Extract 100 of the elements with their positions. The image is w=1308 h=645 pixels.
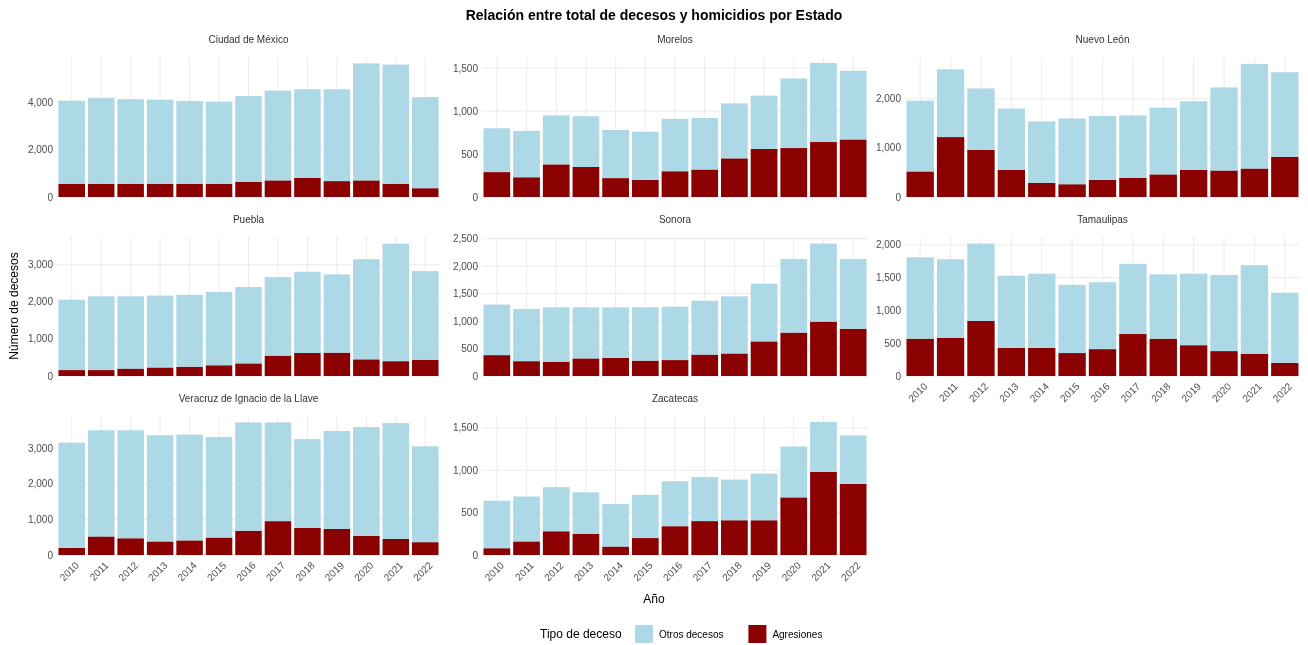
bar xyxy=(382,183,410,197)
bar xyxy=(602,357,629,376)
chart-title: Ciudad de México xyxy=(208,34,289,45)
chart-title: Tamaulipas xyxy=(1077,214,1128,225)
bar xyxy=(542,307,570,362)
bar xyxy=(323,352,351,376)
bar xyxy=(1088,349,1117,376)
y-tick-label: 2,000 xyxy=(875,239,902,251)
bar xyxy=(264,355,292,376)
bar xyxy=(542,487,570,532)
chart-title: Morelos xyxy=(657,34,693,45)
y-tick-label: 500 xyxy=(461,343,479,355)
y-tick-label: 2,000 xyxy=(452,260,479,272)
bar xyxy=(1240,353,1269,376)
bar xyxy=(117,99,144,184)
bar xyxy=(839,70,867,140)
bar xyxy=(661,360,689,376)
chart-title: Puebla xyxy=(232,214,265,225)
bar xyxy=(661,306,689,361)
bar xyxy=(412,542,439,555)
bar xyxy=(661,118,689,172)
bar xyxy=(382,538,410,555)
x-axis-title: Año xyxy=(643,592,665,606)
bar xyxy=(572,358,600,376)
bar xyxy=(412,271,439,360)
bar xyxy=(1058,184,1086,197)
bar xyxy=(602,504,629,547)
bar xyxy=(87,97,115,184)
bar xyxy=(780,258,808,333)
text: Relación entre total de decesos y homicidios por Estado xyxy=(465,7,843,23)
bar xyxy=(264,90,292,181)
bar xyxy=(1210,351,1238,376)
bar xyxy=(631,131,659,180)
bar xyxy=(264,277,292,356)
y-tick-label: 3,000 xyxy=(27,259,54,271)
bar xyxy=(117,183,144,197)
chart-title: Zacatecas xyxy=(651,393,699,404)
bar xyxy=(721,520,748,555)
y-tick-label: 0 xyxy=(47,370,54,382)
bar xyxy=(661,526,689,555)
bar xyxy=(839,435,867,484)
bar xyxy=(967,243,995,321)
bar xyxy=(58,183,85,197)
bar xyxy=(235,287,262,364)
bar xyxy=(631,307,659,361)
bar xyxy=(1271,72,1299,157)
y-tick-label: 0 xyxy=(47,191,54,203)
bar xyxy=(721,479,748,521)
bar xyxy=(572,307,600,359)
bar xyxy=(602,546,629,555)
bar xyxy=(1240,63,1269,169)
bar xyxy=(205,437,233,538)
y-tick-label: 500 xyxy=(461,507,479,519)
bar xyxy=(691,300,719,355)
legend-label: Otros decesos xyxy=(659,628,724,640)
bar xyxy=(146,99,174,184)
bar xyxy=(146,435,174,542)
bar xyxy=(323,430,351,529)
bar xyxy=(542,115,570,165)
bar xyxy=(936,337,965,376)
bar xyxy=(176,294,203,367)
y-tick-label: 1,000 xyxy=(875,304,902,316)
bar xyxy=(780,446,808,498)
chart-title: Sonora xyxy=(658,214,692,225)
bar xyxy=(235,181,262,197)
bar xyxy=(483,304,511,356)
bar xyxy=(602,130,629,179)
bar xyxy=(1119,177,1147,197)
bar xyxy=(146,183,174,197)
bar xyxy=(87,296,115,371)
bar xyxy=(839,328,867,376)
bar xyxy=(691,521,719,555)
bar xyxy=(205,291,233,366)
bar xyxy=(1271,156,1299,197)
bar xyxy=(691,169,719,197)
bar xyxy=(235,363,262,376)
bar xyxy=(1210,170,1238,197)
y-tick-label: 2,000 xyxy=(27,478,54,490)
bar xyxy=(750,95,778,149)
bar xyxy=(1028,273,1056,348)
bar xyxy=(1210,87,1238,171)
bar xyxy=(572,492,600,534)
bar xyxy=(146,367,174,376)
bar xyxy=(750,283,778,342)
chart-title: Veracruz de Ignacio de la Llave xyxy=(178,393,319,404)
bar xyxy=(58,547,85,555)
bar xyxy=(1149,107,1177,175)
bar xyxy=(513,496,540,542)
bar xyxy=(294,439,321,528)
bar xyxy=(1119,115,1147,178)
bar xyxy=(1088,115,1117,180)
bar xyxy=(1179,345,1208,376)
bar xyxy=(1240,265,1269,354)
bar xyxy=(810,421,837,472)
y-axis-title: Número de decesos xyxy=(7,252,21,360)
bar xyxy=(780,148,808,197)
bar xyxy=(542,164,570,197)
y-tick-label: 1,000 xyxy=(27,333,54,345)
bar xyxy=(483,355,511,376)
bar xyxy=(1088,179,1117,197)
